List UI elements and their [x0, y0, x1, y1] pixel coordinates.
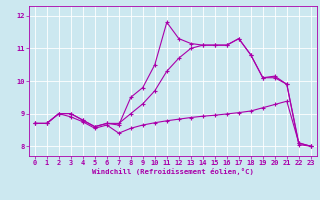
X-axis label: Windchill (Refroidissement éolien,°C): Windchill (Refroidissement éolien,°C) — [92, 168, 254, 175]
